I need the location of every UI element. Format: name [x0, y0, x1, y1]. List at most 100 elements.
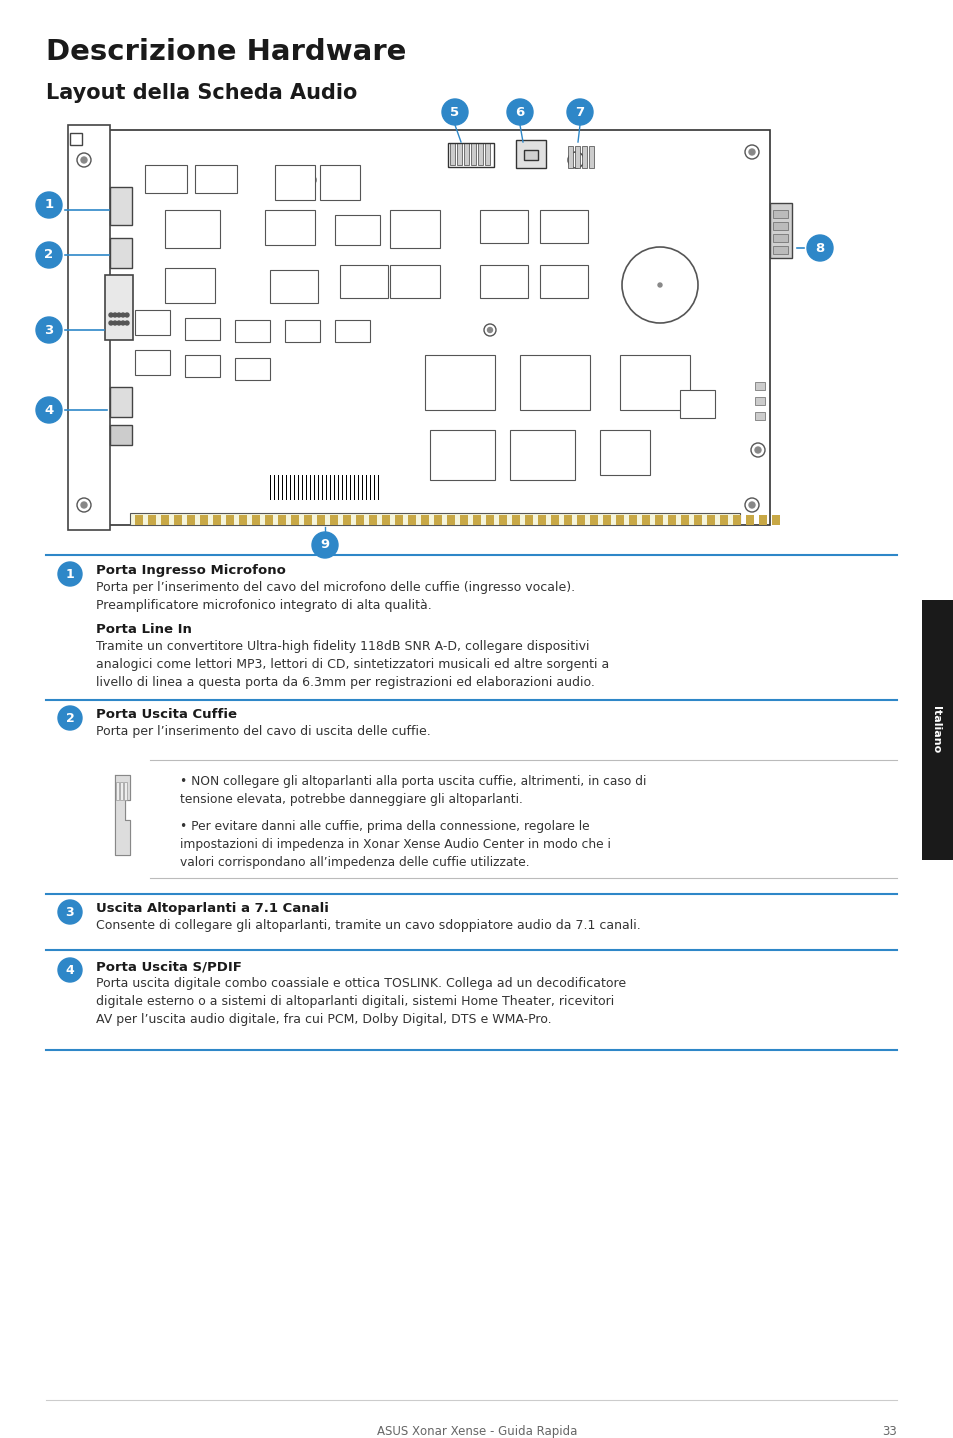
Circle shape [567, 152, 583, 168]
Text: 2: 2 [66, 712, 74, 725]
Text: Porta per l’inserimento del cavo del microfono delle cuffie (ingresso vocale).
P: Porta per l’inserimento del cavo del mic… [96, 581, 575, 613]
Bar [185, 318, 220, 339]
Bar [577, 515, 584, 525]
Bar [319, 475, 321, 500]
Bar [213, 515, 221, 525]
Bar [485, 515, 494, 525]
Bar [361, 475, 363, 500]
Bar [306, 475, 307, 500]
Bar [456, 142, 461, 165]
Text: 2: 2 [45, 249, 53, 262]
Bar [537, 515, 545, 525]
Bar [706, 515, 714, 525]
Bar [135, 349, 170, 375]
Circle shape [748, 150, 754, 155]
Bar [105, 275, 132, 339]
Bar [720, 515, 727, 525]
Bar [369, 515, 376, 525]
Bar [145, 165, 187, 193]
Bar [290, 475, 292, 500]
Bar [116, 782, 119, 800]
Bar [194, 165, 236, 193]
Bar [270, 270, 317, 303]
Text: 7: 7 [575, 105, 584, 118]
Circle shape [77, 152, 91, 167]
Circle shape [117, 313, 121, 316]
Circle shape [441, 99, 468, 125]
Bar [420, 515, 429, 525]
Bar [70, 132, 82, 145]
Text: 1: 1 [45, 198, 53, 211]
Bar [239, 515, 247, 525]
Bar [498, 515, 506, 525]
Circle shape [658, 283, 661, 288]
Bar [523, 150, 537, 160]
Bar [265, 210, 314, 244]
Bar [772, 221, 787, 230]
Circle shape [58, 958, 82, 982]
Bar [161, 515, 169, 525]
Text: Uscita Altoparlanti a 7.1 Canali: Uscita Altoparlanti a 7.1 Canali [96, 902, 329, 915]
Bar [477, 142, 482, 165]
Circle shape [77, 498, 91, 512]
Bar [110, 187, 132, 224]
Bar [680, 515, 688, 525]
Circle shape [121, 313, 125, 316]
Bar [366, 475, 367, 500]
Circle shape [506, 99, 533, 125]
Bar [310, 475, 312, 500]
Bar [693, 515, 701, 525]
Bar [348, 475, 349, 500]
Circle shape [58, 900, 82, 925]
Bar [316, 515, 325, 525]
Bar [352, 475, 353, 500]
Bar [226, 515, 233, 525]
Bar [921, 600, 953, 860]
Bar [390, 210, 439, 247]
Circle shape [304, 174, 315, 186]
Bar [655, 515, 662, 525]
Bar [350, 475, 351, 500]
Circle shape [487, 328, 492, 332]
Circle shape [566, 99, 593, 125]
Text: 8: 8 [815, 242, 823, 255]
Circle shape [125, 321, 129, 325]
Bar [448, 142, 494, 167]
Bar [304, 475, 305, 500]
Bar [308, 475, 309, 500]
Bar [135, 311, 170, 335]
Bar [295, 475, 296, 500]
Bar [285, 321, 319, 342]
Bar [539, 210, 587, 243]
Bar [297, 475, 298, 500]
Text: 4: 4 [45, 404, 53, 417]
Bar [524, 515, 533, 525]
Text: Porta Uscita Cuffie: Porta Uscita Cuffie [96, 707, 236, 720]
Bar [292, 475, 293, 500]
Circle shape [750, 443, 764, 457]
Bar [463, 142, 469, 165]
Circle shape [307, 177, 313, 183]
Bar [430, 430, 495, 480]
Bar [346, 475, 347, 500]
Bar [315, 475, 316, 500]
Bar [332, 475, 333, 500]
Bar [252, 515, 260, 525]
Bar [265, 515, 273, 525]
Bar [326, 475, 327, 500]
Bar [424, 355, 495, 410]
Bar [581, 147, 586, 168]
Bar [280, 475, 281, 500]
Text: 5: 5 [450, 105, 459, 118]
Bar [450, 142, 455, 165]
Bar [567, 147, 573, 168]
Text: 3: 3 [66, 906, 74, 919]
Bar [130, 513, 740, 525]
Bar [173, 515, 182, 525]
Bar [599, 430, 649, 475]
Bar [771, 515, 780, 525]
Bar [395, 515, 402, 525]
Circle shape [744, 498, 759, 512]
Bar [328, 475, 329, 500]
Bar [589, 515, 598, 525]
